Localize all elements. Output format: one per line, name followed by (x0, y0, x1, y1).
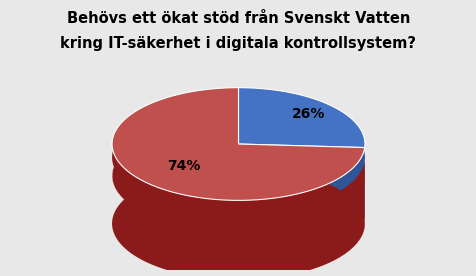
Text: Behövs ett ökat stöd från Svenskt Vatten: Behövs ett ökat stöd från Svenskt Vatten (67, 11, 409, 26)
Polygon shape (112, 101, 364, 276)
Polygon shape (112, 88, 364, 200)
Text: kring IT-säkerhet i digitala kontrollsystem?: kring IT-säkerhet i digitala kontrollsys… (60, 36, 416, 51)
Text: 74%: 74% (167, 159, 200, 173)
Polygon shape (238, 88, 364, 148)
Polygon shape (112, 120, 364, 232)
Text: 26%: 26% (291, 107, 324, 121)
Polygon shape (238, 120, 364, 179)
Polygon shape (238, 101, 364, 227)
